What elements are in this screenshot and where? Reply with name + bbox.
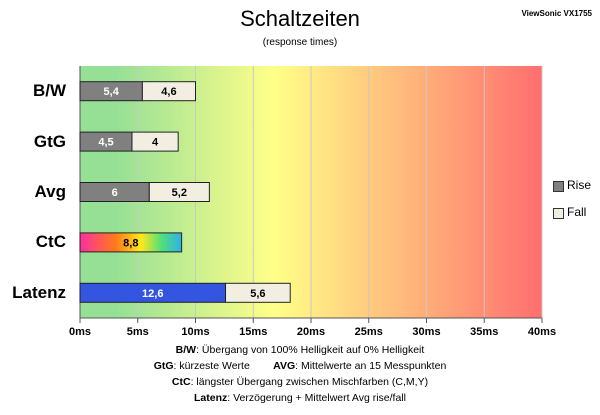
bar-fall bbox=[225, 282, 291, 303]
footnote-gtg-avg: GtG: kürzeste Werte AVG: Mittelwerte an … bbox=[153, 360, 447, 372]
category-label: Avg bbox=[34, 182, 67, 201]
legend-rise-swatch bbox=[553, 181, 564, 192]
data-label-fall: 4 bbox=[152, 137, 159, 149]
x-tick-label: 25ms bbox=[354, 326, 383, 338]
data-label-rise: 6 bbox=[112, 187, 118, 199]
legend-fall-label: Fall bbox=[567, 205, 587, 219]
bar-fall bbox=[141, 81, 196, 102]
data-label-fall: 4,6 bbox=[161, 86, 176, 98]
bar-fall bbox=[148, 182, 210, 202]
legend-rise-label: Rise bbox=[567, 178, 592, 192]
bar-rise bbox=[79, 232, 183, 253]
x-tick-label: 35ms bbox=[470, 326, 499, 338]
x-tick-label: 5ms bbox=[126, 326, 149, 338]
bar-fall bbox=[131, 131, 179, 152]
x-tick-label: 20ms bbox=[296, 326, 326, 338]
data-label-rise: 8,8 bbox=[123, 237, 138, 249]
footnote-ctc: CtC: längster Übergang zwischen Mischfar… bbox=[171, 376, 429, 388]
data-label-rise: 5,4 bbox=[104, 86, 120, 98]
data-label-fall: 5,2 bbox=[172, 187, 187, 199]
data-label-rise: 12,6 bbox=[142, 288, 163, 300]
x-tick-label: 10ms bbox=[181, 326, 210, 338]
x-tick-label: 40ms bbox=[527, 326, 557, 338]
category-label: B/W bbox=[32, 81, 66, 101]
category-label: CtC bbox=[35, 232, 66, 252]
x-tick-label: 0ms bbox=[68, 326, 92, 338]
x-tick-label: 15ms bbox=[239, 326, 268, 338]
chart-subtitle: (response times) bbox=[262, 37, 338, 48]
legend-fall-swatch bbox=[553, 208, 564, 219]
monitor-model: ViewSonic VX1755 bbox=[521, 9, 592, 18]
category-label: Latenz bbox=[12, 282, 66, 302]
data-label-rise: 4,5 bbox=[98, 137, 113, 149]
data-label-fall: 5,6 bbox=[250, 288, 265, 300]
footnote-bw: B/W: Übergang von 100% Helligkeit auf 0%… bbox=[175, 344, 425, 356]
x-tick-label: 30ms bbox=[412, 326, 441, 338]
footnote-latenz: Latenz: Verzögerung + Mittelwert Avg ris… bbox=[194, 392, 406, 404]
category-label: GtG bbox=[33, 131, 66, 151]
chart-title: Schaltzeiten bbox=[240, 6, 360, 31]
